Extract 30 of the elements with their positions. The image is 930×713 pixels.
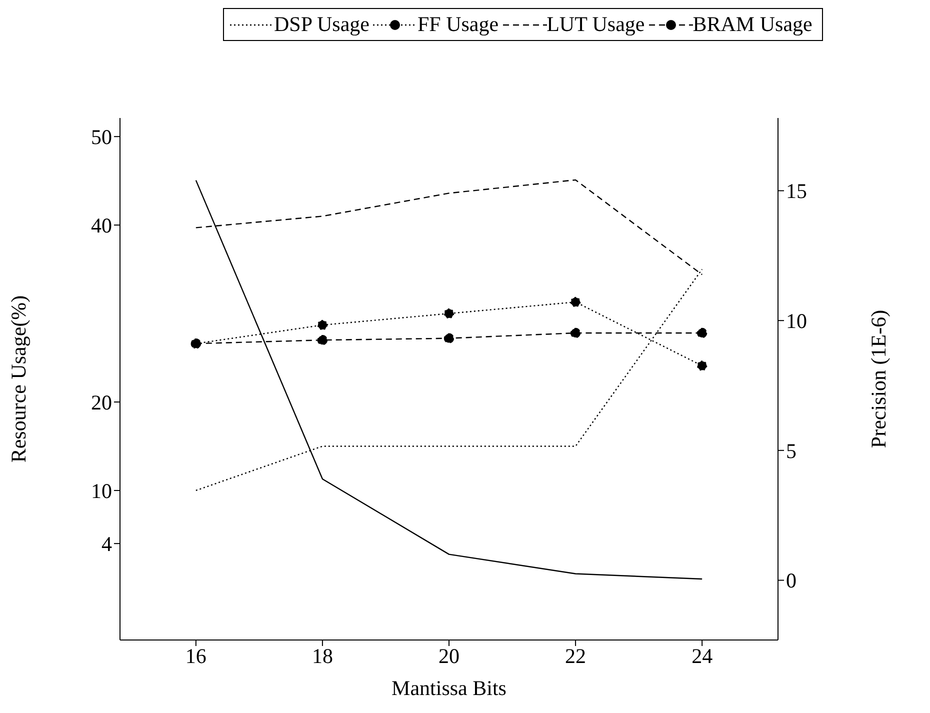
y2-axis-title: Precision (1E-6) xyxy=(866,310,890,448)
x-tick-label: 16 xyxy=(185,644,206,668)
legend-label: LUT Usage xyxy=(546,12,645,37)
point xyxy=(570,328,581,338)
point xyxy=(317,334,328,346)
x-axis-title: Mantissa Bits xyxy=(392,676,506,700)
x-tick-label: 22 xyxy=(565,644,586,668)
x-tick-label: 20 xyxy=(438,644,460,668)
point xyxy=(696,360,708,371)
point xyxy=(444,308,454,319)
y-tick-label: 50 xyxy=(91,125,112,150)
y-axis-title: Resource Usage(%) xyxy=(6,295,30,463)
y2-tick-label: 5 xyxy=(786,438,796,463)
point xyxy=(444,333,454,344)
y2-tick-label: 0 xyxy=(786,568,796,593)
legend-label: BRAM Usage xyxy=(692,12,812,37)
legend-label: FF Usage xyxy=(417,12,499,37)
y-tick-label: 40 xyxy=(91,214,112,238)
line-series xyxy=(195,180,703,580)
y-tick-label: 4 xyxy=(102,532,112,556)
x-tick-label: 24 xyxy=(692,644,714,668)
point xyxy=(317,320,328,330)
legend-label: DSP Usage xyxy=(274,12,370,37)
y-tick-label: 20 xyxy=(91,390,112,414)
point xyxy=(696,328,708,338)
y2-tick-label: 15 xyxy=(786,179,807,204)
y2-tick-label: 10 xyxy=(786,309,807,334)
point xyxy=(570,296,581,308)
x-tick-label: 18 xyxy=(312,644,333,668)
y-tick-label: 10 xyxy=(91,478,112,503)
